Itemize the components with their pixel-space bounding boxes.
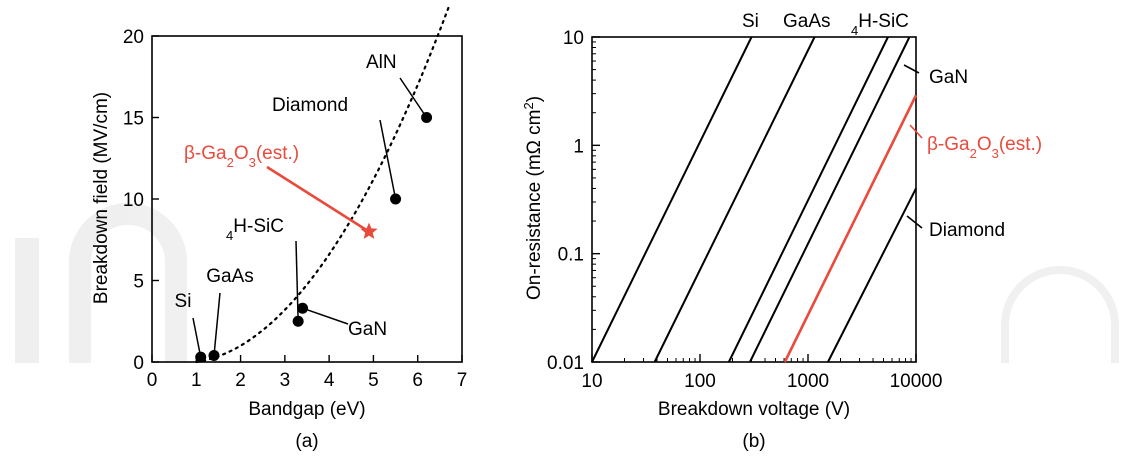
chart-b: 10 100 1000 10000 0.01 0.1 1 10 Si GaAs 4H-SiC GaN… — [521, 11, 1043, 452]
y-tick-label-a: 15 — [123, 109, 144, 130]
point-label: β-Ga2O3(est.) — [184, 143, 299, 170]
y-tick-label-a: 20 — [123, 27, 144, 48]
y-tick-label-a: 10 — [123, 190, 144, 211]
series-leader — [903, 64, 920, 74]
x-tick-label-a: 7 — [457, 370, 468, 391]
leader-line — [302, 307, 349, 325]
axis-ticks-b: 10 100 1000 10000 0.01 0.1 1 10 — [547, 28, 942, 392]
series-labels-b: Si GaAs 4H-SiC GaN β-Ga2O3(est.) Diamond — [742, 11, 1042, 241]
series-leader — [909, 124, 923, 139]
leader-line — [379, 119, 397, 200]
series-line — [749, 36, 911, 363]
y-axis-label-b: On-resistance (mΩ cm2) — [521, 96, 546, 300]
x-tick-label-b: 10000 — [890, 371, 943, 392]
x-tick-label-b: 1000 — [787, 371, 829, 392]
x-tick-label-a: 4 — [324, 370, 335, 391]
leader-line — [266, 165, 370, 233]
leader-line — [399, 77, 428, 118]
x-tick-label-a: 2 — [235, 370, 246, 391]
point-marker — [292, 315, 304, 327]
y-tick-label-b: 0.01 — [547, 353, 584, 374]
series-lines-b — [591, 36, 918, 363]
leader-line — [213, 292, 221, 356]
series-line — [783, 94, 918, 363]
panel-label-b: (b) — [742, 431, 765, 452]
point-marker — [390, 193, 402, 205]
series-label: Si — [742, 11, 759, 32]
x-tick-label-a: 6 — [412, 370, 423, 391]
series-leader — [906, 215, 923, 229]
x-tick-label-b: 100 — [684, 371, 716, 392]
series-line — [591, 36, 753, 363]
y-tick-label-a: 0 — [133, 353, 144, 374]
series-label: 4H-SiC — [851, 11, 909, 38]
watermark — [15, 203, 1119, 363]
point-marker — [195, 351, 207, 363]
point-marker — [297, 302, 309, 314]
trend-curve-a — [195, 6, 450, 364]
star-marker — [360, 222, 378, 239]
series-label: β-Ga2O3(est.) — [927, 134, 1042, 161]
x-tick-label-a: 3 — [280, 370, 291, 391]
point-label: GaN — [348, 319, 387, 340]
x-tick-label-b: 10 — [581, 371, 602, 392]
y-tick-label-b: 0.1 — [558, 245, 584, 266]
y-axis-label-a: Breakdown field (MV/cm) — [91, 92, 112, 304]
series-label: GaN — [929, 67, 968, 88]
x-tick-label-a: 1 — [191, 370, 202, 391]
x-tick-label-a: 5 — [368, 370, 379, 391]
series-label: Diamond — [929, 220, 1005, 241]
leader-line — [192, 317, 202, 358]
series-line — [727, 36, 889, 363]
y-tick-label-b: 10 — [563, 28, 584, 49]
point-label: Si — [175, 291, 192, 312]
point-marker — [421, 112, 433, 123]
trend-curve — [195, 6, 450, 364]
point-label: AlN — [366, 52, 397, 73]
series-label: GaAs — [783, 11, 831, 32]
chart-a: 0 1 2 3 4 5 6 7 0 5 10 15 20 Si GaAs 4H-SiC GaN Diamond A… — [91, 6, 467, 452]
plot-frame-a — [151, 35, 463, 363]
x-axis-label-a: Bandgap (eV) — [248, 399, 365, 420]
x-axis-label-b: Breakdown voltage (V) — [658, 399, 850, 420]
point-label: Diamond — [272, 95, 348, 116]
series-line — [653, 36, 816, 363]
y-tick-label-b: 1 — [573, 136, 584, 157]
point-marker — [208, 349, 220, 361]
x-tick-label-a: 0 — [147, 370, 158, 391]
point-label: 4H-SiC — [226, 216, 284, 243]
data-points-a: Si GaAs 4H-SiC GaN Diamond AlN β-Ga2O3(est.) — [175, 52, 433, 363]
series-line — [827, 187, 917, 363]
point-label: GaAs — [206, 266, 254, 287]
axis-ticks-a: 0 1 2 3 4 5 6 7 0 5 10 15 20 — [123, 27, 467, 391]
panel-label-a: (a) — [295, 431, 318, 452]
plot-frame-b — [591, 36, 917, 363]
y-tick-label-a: 5 — [133, 272, 144, 293]
